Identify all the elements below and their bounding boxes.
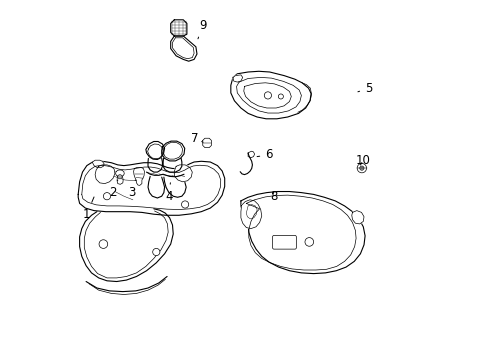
Polygon shape [78, 161, 224, 215]
Text: 4: 4 [165, 183, 172, 203]
Text: 9: 9 [198, 19, 206, 39]
Circle shape [356, 163, 366, 173]
Polygon shape [133, 167, 144, 185]
Circle shape [103, 193, 110, 200]
Text: 6: 6 [257, 148, 272, 161]
Text: 2: 2 [109, 180, 118, 199]
Polygon shape [170, 20, 186, 36]
Polygon shape [230, 71, 310, 119]
Circle shape [181, 201, 188, 208]
Polygon shape [232, 75, 242, 82]
Polygon shape [241, 192, 365, 274]
Circle shape [278, 94, 283, 99]
Polygon shape [80, 209, 173, 282]
Circle shape [152, 248, 160, 256]
Polygon shape [162, 141, 184, 161]
Polygon shape [170, 36, 197, 61]
Polygon shape [351, 211, 363, 224]
Text: 10: 10 [355, 154, 370, 167]
Text: 8: 8 [270, 190, 277, 203]
Polygon shape [163, 177, 186, 197]
Polygon shape [92, 160, 104, 168]
Text: 7: 7 [191, 132, 203, 145]
Text: 1: 1 [83, 197, 94, 221]
Polygon shape [148, 176, 164, 198]
Polygon shape [247, 151, 254, 158]
Polygon shape [145, 141, 164, 159]
Polygon shape [115, 170, 124, 176]
FancyBboxPatch shape [272, 235, 296, 249]
Polygon shape [95, 165, 115, 184]
Circle shape [99, 240, 107, 248]
Text: 3: 3 [128, 180, 136, 199]
Polygon shape [273, 237, 294, 248]
Polygon shape [241, 200, 261, 229]
Circle shape [359, 166, 363, 170]
Text: 5: 5 [357, 82, 372, 95]
Circle shape [305, 238, 313, 246]
Polygon shape [203, 138, 211, 148]
Polygon shape [174, 165, 192, 182]
Circle shape [118, 175, 122, 179]
Circle shape [264, 92, 271, 99]
Polygon shape [117, 176, 123, 184]
